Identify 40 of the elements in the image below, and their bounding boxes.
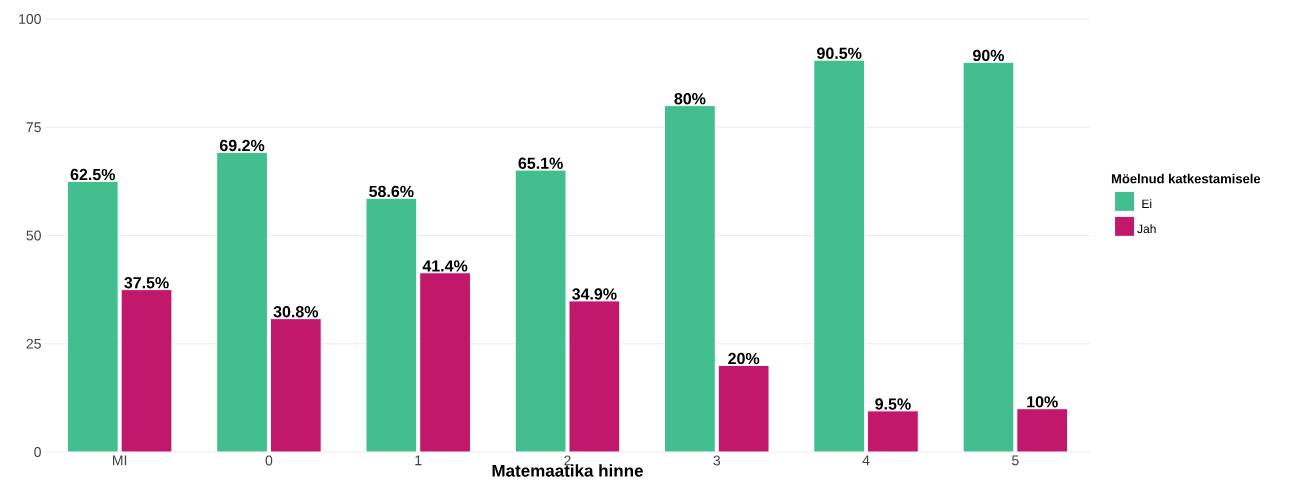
bar [269,318,322,453]
y-tick-label: 75 [26,122,41,133]
data-label: 90% [973,49,1005,62]
bar [813,59,866,453]
data-label: 62.5% [70,168,116,181]
x-tick-label: 0 [265,455,273,466]
y-tick-label: 100 [19,14,41,24]
data-label: 90.5% [817,47,862,59]
data-label: 30.8% [273,306,319,318]
legend-label: Ei [1142,199,1152,208]
y-tick-label: 0 [34,447,41,457]
legend-title: Möelnud katkestamisele [1111,173,1261,184]
y-tick-label: 50 [26,230,41,241]
x-tick-label: 5 [1012,455,1019,466]
data-label: 65.1% [518,157,563,169]
bar [1016,408,1069,453]
bar [419,272,471,453]
x-tick-label: 4 [862,455,870,466]
bar [664,105,716,453]
data-label: 10% [1027,396,1058,408]
data-label: 34.9% [572,288,617,300]
data-label: 41.4% [422,260,468,272]
x-tick-label: 1 [415,455,422,466]
bar [365,197,418,453]
data-label: 20% [728,352,760,365]
legend-label: Jah [1137,224,1156,234]
data-label: 69.2% [219,139,265,152]
x-axis-title: Matemaatika hinne [492,464,643,477]
data-label: 58.6% [369,185,414,198]
bar [962,61,1015,453]
data-label: 9.5% [875,398,911,410]
data-label: 80% [674,93,706,105]
x-tick-label: 2 [564,455,571,466]
bar [867,410,919,453]
bar [717,364,770,453]
data-label: 37.5% [124,277,169,289]
x-tick-label: 3 [713,455,721,466]
y-tick-label: 25 [26,338,41,349]
bar [216,151,268,453]
x-tick-label: MI [113,455,127,466]
